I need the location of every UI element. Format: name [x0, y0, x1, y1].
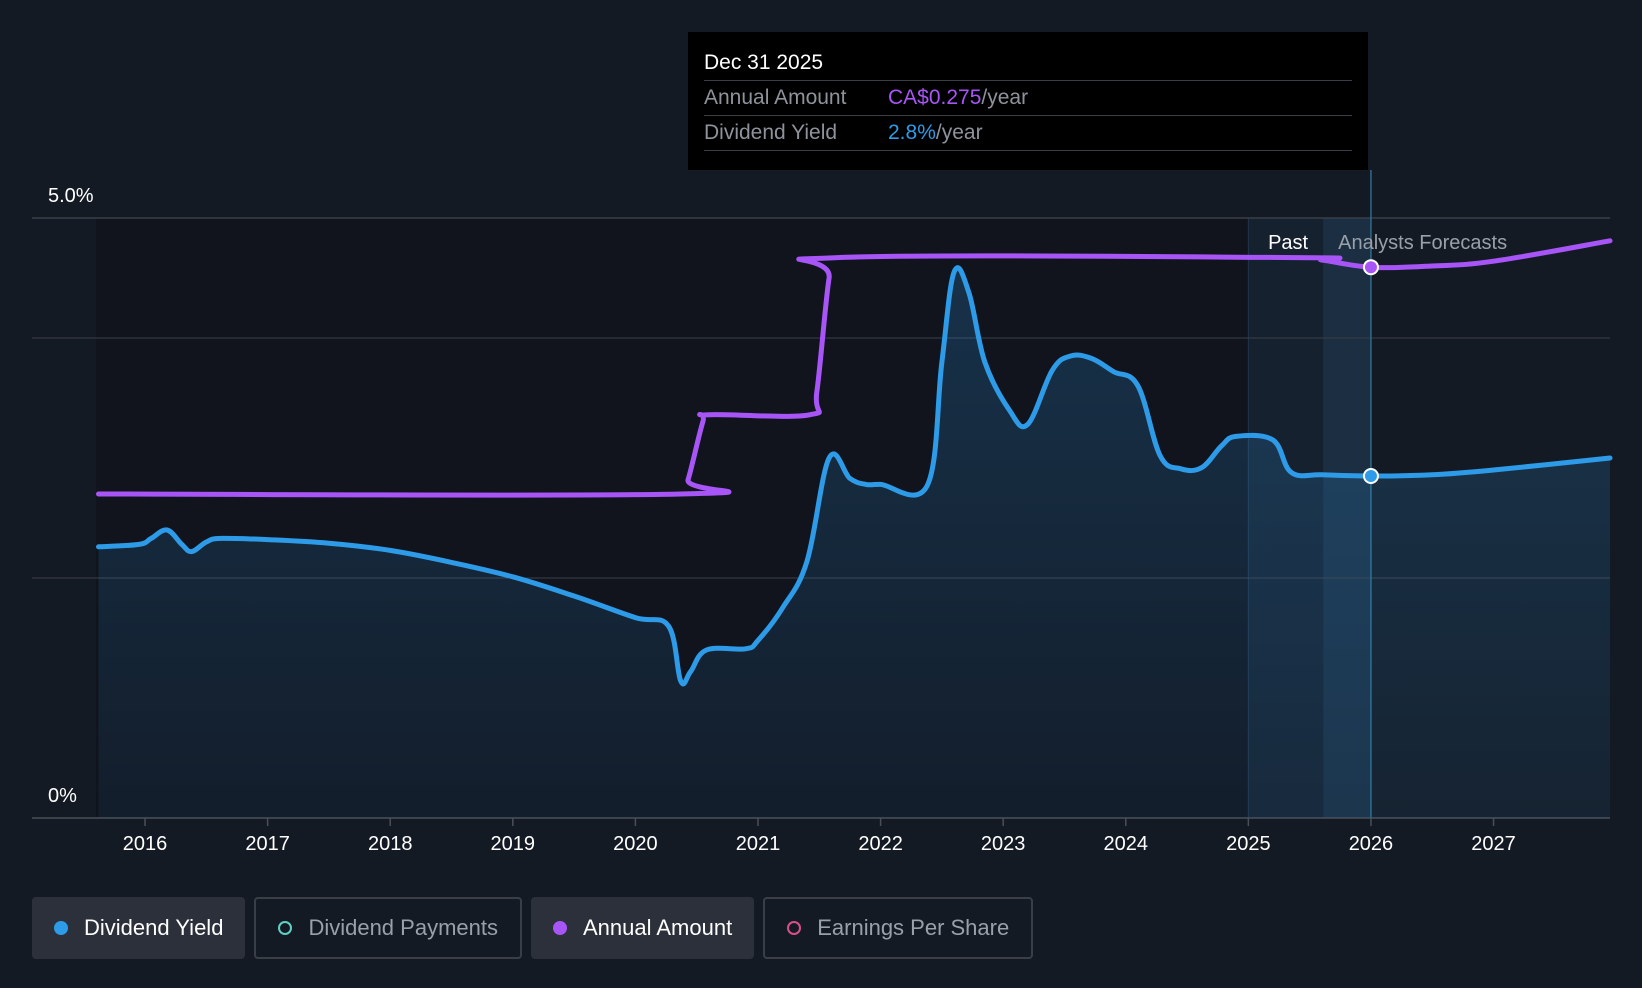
legend-annual-amount-label: Annual Amount — [582, 915, 733, 940]
tooltip-date: Dec 31 2025 — [704, 46, 1352, 81]
dividend-yield-line — [96, 265, 1613, 687]
x-tick-label: 2024 — [1104, 833, 1149, 855]
x-tick-label: 2022 — [858, 833, 903, 855]
tooltip-annual-label: Annual Amount — [704, 86, 847, 109]
y-axis-label-top: 5.0% — [48, 185, 94, 207]
legend-dividend-yield-label: Dividend Yield — [84, 915, 224, 940]
x-tick-label: 2023 — [981, 833, 1026, 855]
x-tick-label: 2025 — [1226, 833, 1271, 855]
tooltip-annual-unit: /year — [981, 86, 1029, 109]
forecast-label: Analysts Forecasts — [1338, 232, 1507, 254]
past-label: Past — [1268, 232, 1308, 254]
dividend-payments-ring-icon — [278, 921, 293, 935]
tooltip-yield-row: Dividend Yield 2.8% /year — [704, 116, 1352, 151]
x-tick-label: 2016 — [123, 833, 168, 855]
tooltip-yield-unit: /year — [935, 121, 983, 144]
tooltip-annual-value: CA$0.275 — [888, 86, 982, 109]
y-axis-label-bottom: 0% — [48, 785, 77, 807]
legend-earnings-per-share[interactable]: Earnings Per Share — [763, 897, 1034, 959]
hover-tooltip: Dec 31 2025 Annual Amount CA$0.275 /year… — [688, 32, 1368, 170]
x-tick-label: 2020 — [613, 833, 658, 855]
annual-amount-marker — [1362, 259, 1379, 276]
legend-dividend-yield[interactable]: Dividend Yield — [32, 897, 246, 959]
dividend-yield-dot-icon — [54, 921, 68, 935]
legend-dividend-payments[interactable]: Dividend Payments — [254, 897, 522, 959]
dividend-yield-area — [98, 267, 1611, 818]
tooltip-yield-label: Dividend Yield — [704, 121, 838, 144]
chart-legend: Dividend Yield Dividend Payments Annual … — [32, 897, 1034, 959]
axis-labels: 5.0% 0% 2016 2017 2018 2019 2020 2021 2022 2023 20… — [48, 185, 1516, 855]
x-tick-label: 2026 — [1349, 833, 1394, 855]
legend-earnings-per-share-label: Earnings Per Share — [817, 915, 1010, 940]
tooltip-annual-row: Annual Amount CA$0.275 /year — [704, 81, 1352, 116]
series-group — [96, 238, 1613, 818]
dividend-yield-marker — [1362, 468, 1379, 484]
tooltip-yield-value: 2.8% — [888, 121, 936, 144]
x-tick-label: 2021 — [736, 833, 781, 855]
x-tick-label: 2017 — [245, 833, 290, 855]
x-tick-label: 2018 — [368, 833, 413, 855]
annual-amount-dot-icon — [552, 921, 567, 935]
legend-dividend-payments-label: Dividend Payments — [308, 915, 498, 940]
legend-annual-amount[interactable]: Annual Amount — [530, 897, 755, 959]
x-tick-label: 2027 — [1471, 833, 1516, 855]
x-tick-label: 2019 — [491, 833, 536, 855]
earnings-per-share-ring-icon — [787, 921, 802, 935]
